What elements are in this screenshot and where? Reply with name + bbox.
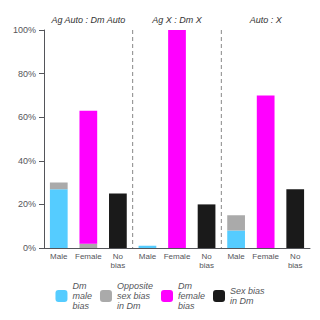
svg-text:Dm: Dm <box>178 281 192 291</box>
svg-text:Male: Male <box>227 252 245 261</box>
svg-text:bias: bias <box>111 261 126 270</box>
svg-text:bias: bias <box>178 301 195 311</box>
svg-text:Opposite: Opposite <box>117 281 153 291</box>
svg-text:60%: 60% <box>18 112 36 122</box>
svg-text:Female: Female <box>252 252 279 261</box>
svg-text:40%: 40% <box>18 156 36 166</box>
svg-text:male: male <box>72 291 92 301</box>
svg-text:sex bias: sex bias <box>117 291 151 301</box>
svg-text:bias: bias <box>288 261 303 270</box>
svg-text:bias: bias <box>199 261 214 270</box>
svg-text:20%: 20% <box>18 199 36 209</box>
svg-text:Auto : X: Auto : X <box>249 15 283 25</box>
svg-text:Female: Female <box>164 252 191 261</box>
svg-text:Male: Male <box>50 252 68 261</box>
svg-text:Ag Auto : Dm Auto: Ag Auto : Dm Auto <box>50 15 125 25</box>
svg-text:80%: 80% <box>18 69 36 79</box>
svg-text:0%: 0% <box>23 243 36 253</box>
svg-text:Female: Female <box>75 252 102 261</box>
svg-text:Ag X : Dm X: Ag X : Dm X <box>151 15 203 25</box>
svg-text:bias: bias <box>72 301 89 311</box>
svg-text:No: No <box>201 252 212 261</box>
svg-text:Dm: Dm <box>72 281 86 291</box>
svg-text:in Dm: in Dm <box>117 301 141 311</box>
svg-text:100%: 100% <box>13 25 36 35</box>
svg-text:Male: Male <box>139 252 157 261</box>
svg-text:No: No <box>290 252 301 261</box>
svg-text:Sex bias: Sex bias <box>230 286 265 296</box>
svg-text:female: female <box>178 291 205 301</box>
svg-text:in Dm: in Dm <box>230 296 254 306</box>
svg-text:No: No <box>113 252 124 261</box>
